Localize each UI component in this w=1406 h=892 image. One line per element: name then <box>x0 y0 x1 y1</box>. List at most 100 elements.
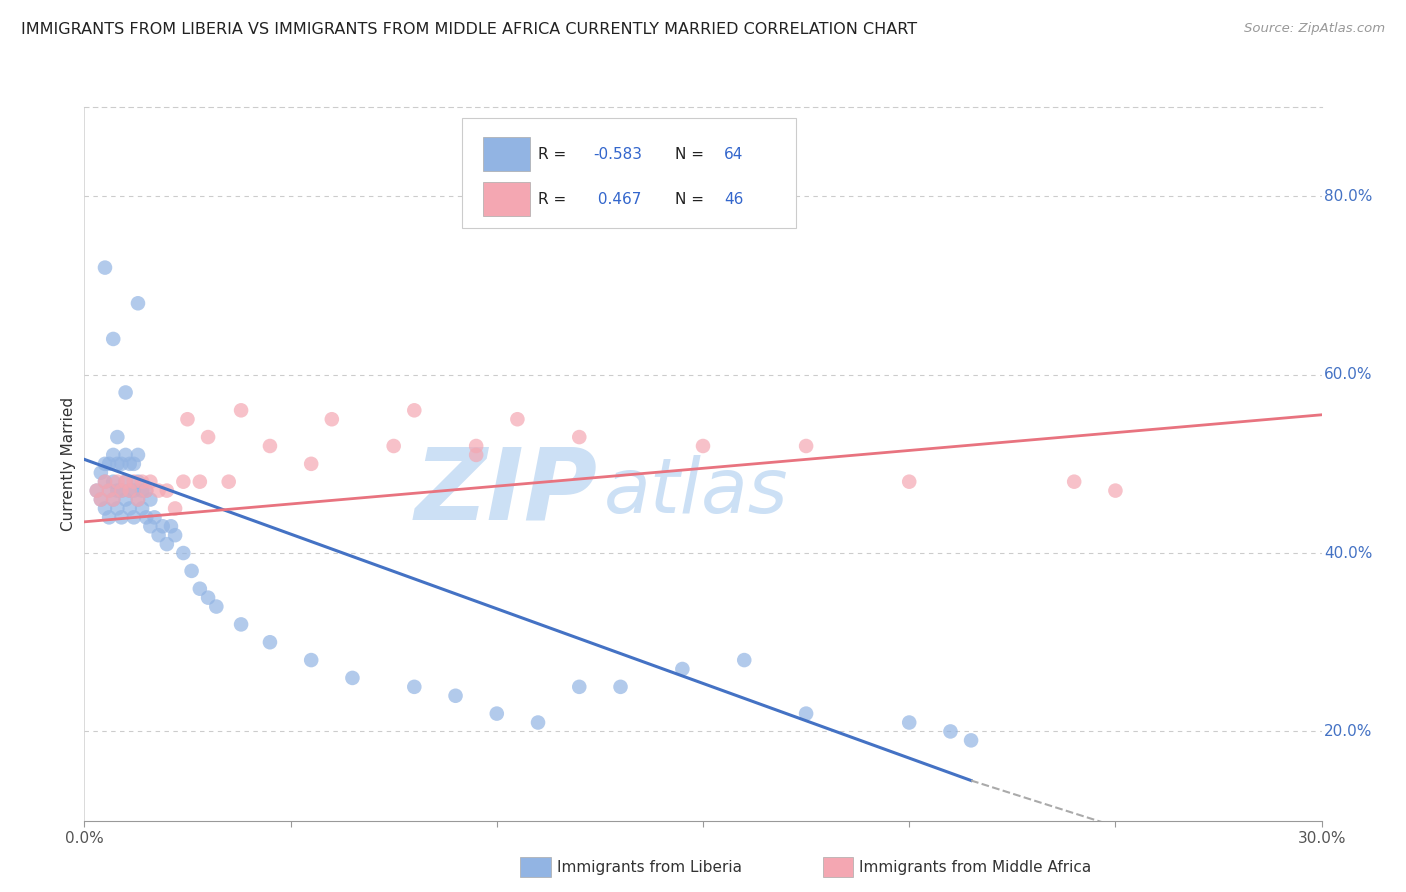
Point <box>114 448 136 462</box>
Point <box>176 412 198 426</box>
Point <box>114 475 136 489</box>
Point <box>110 483 132 498</box>
Text: Source: ZipAtlas.com: Source: ZipAtlas.com <box>1244 22 1385 36</box>
Point <box>342 671 364 685</box>
Text: N =: N = <box>675 192 709 207</box>
Text: 0.467: 0.467 <box>593 192 641 207</box>
Point <box>148 483 170 498</box>
Point <box>122 483 145 498</box>
Point <box>259 439 281 453</box>
Point <box>143 510 166 524</box>
Point <box>98 483 121 498</box>
Point <box>172 475 194 489</box>
Text: N =: N = <box>675 146 709 161</box>
Text: IMMIGRANTS FROM LIBERIA VS IMMIGRANTS FROM MIDDLE AFRICA CURRENTLY MARRIED CORRE: IMMIGRANTS FROM LIBERIA VS IMMIGRANTS FR… <box>21 22 917 37</box>
Point <box>259 635 281 649</box>
Point <box>94 457 117 471</box>
Point <box>568 680 591 694</box>
Point <box>898 475 921 489</box>
Point <box>465 448 488 462</box>
Point <box>465 439 488 453</box>
Point <box>172 546 194 560</box>
Point <box>188 475 211 489</box>
Text: 64: 64 <box>724 146 744 161</box>
Point <box>205 599 228 614</box>
Point <box>156 537 179 551</box>
Point <box>98 510 121 524</box>
Point <box>90 492 112 507</box>
Point <box>188 582 211 596</box>
Text: Immigrants from Liberia: Immigrants from Liberia <box>557 860 742 874</box>
Point <box>671 662 693 676</box>
Point <box>180 564 202 578</box>
Point <box>485 706 508 721</box>
Point <box>229 403 252 417</box>
FancyBboxPatch shape <box>461 118 796 228</box>
Point <box>90 492 112 507</box>
Text: 40.0%: 40.0% <box>1324 546 1372 560</box>
Point <box>939 724 962 739</box>
Point <box>127 296 149 310</box>
Point <box>165 501 187 516</box>
Point <box>131 483 153 498</box>
Point <box>382 439 405 453</box>
Point <box>118 457 141 471</box>
Point <box>229 617 252 632</box>
Point <box>321 412 343 426</box>
Point <box>156 483 179 498</box>
Point <box>139 519 162 533</box>
Text: 60.0%: 60.0% <box>1324 368 1372 382</box>
Point <box>94 475 117 489</box>
Point <box>105 430 128 444</box>
Point <box>197 591 219 605</box>
Point <box>105 475 128 489</box>
Point <box>299 457 322 471</box>
Point <box>131 501 153 516</box>
Point <box>103 448 125 462</box>
Point <box>127 448 149 462</box>
Point <box>103 492 125 507</box>
Text: 80.0%: 80.0% <box>1324 189 1372 203</box>
Point <box>506 412 529 426</box>
Point <box>103 492 125 507</box>
Point <box>105 501 128 516</box>
Text: Immigrants from Middle Africa: Immigrants from Middle Africa <box>859 860 1091 874</box>
Point <box>110 483 132 498</box>
Point <box>122 475 145 489</box>
Text: ZIP: ZIP <box>415 444 598 541</box>
Y-axis label: Currently Married: Currently Married <box>60 397 76 531</box>
Point <box>794 706 817 721</box>
Point <box>218 475 240 489</box>
Point <box>86 483 108 498</box>
Point <box>135 510 157 524</box>
Point <box>148 528 170 542</box>
Point <box>444 689 467 703</box>
Point <box>165 528 187 542</box>
Point <box>404 403 426 417</box>
Point <box>98 457 121 471</box>
Point <box>197 430 219 444</box>
Point <box>135 483 157 498</box>
Point <box>1104 483 1126 498</box>
Point <box>139 492 162 507</box>
Text: 20.0%: 20.0% <box>1324 724 1372 739</box>
Point <box>118 501 141 516</box>
Point <box>105 457 128 471</box>
Point <box>110 457 132 471</box>
Point <box>122 457 145 471</box>
Point <box>1063 475 1085 489</box>
Point <box>122 510 145 524</box>
Point <box>127 475 149 489</box>
Point <box>299 653 322 667</box>
Point <box>152 519 174 533</box>
Point <box>139 475 162 489</box>
Point <box>94 260 117 275</box>
Text: R =: R = <box>538 146 572 161</box>
Point <box>404 680 426 694</box>
Point <box>110 510 132 524</box>
Point <box>568 430 591 444</box>
Point <box>118 483 141 498</box>
Point <box>160 519 183 533</box>
Point <box>127 492 149 507</box>
Point <box>794 439 817 453</box>
